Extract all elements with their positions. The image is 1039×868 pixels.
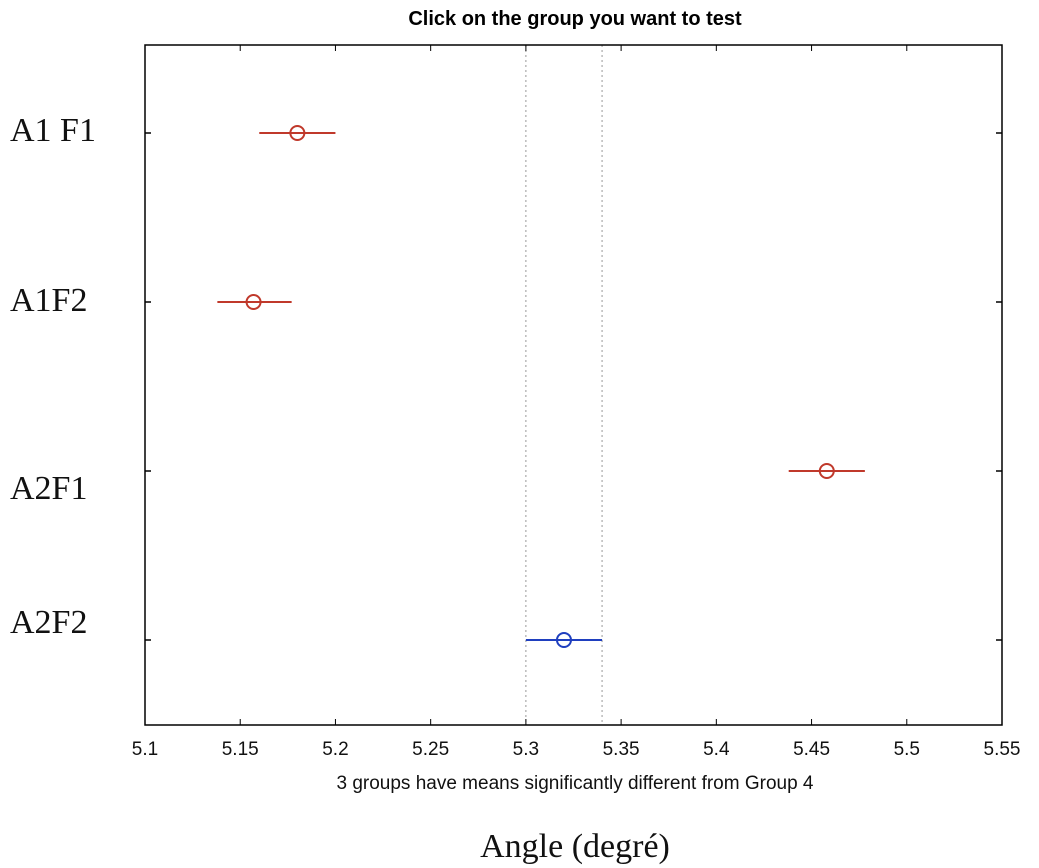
x-tick-label: 5.25 — [412, 739, 449, 760]
x-tick-label: 5.5 — [894, 739, 920, 760]
x-tick-label: 5.1 — [132, 739, 158, 760]
chart-title: Click on the group you want to test — [408, 8, 742, 30]
x-tick-label: 5.55 — [984, 739, 1021, 760]
x-tick-label: 5.4 — [703, 739, 730, 760]
x-tick-label: 5.3 — [513, 739, 539, 760]
group-label-3[interactable]: A2F1 — [10, 470, 88, 507]
x-axis-title: Angle (degré) — [480, 828, 670, 865]
x-tick-label: 5.2 — [322, 739, 348, 760]
mean-marker-2[interactable] — [245, 294, 262, 310]
mean-marker-3[interactable] — [818, 463, 835, 479]
mean-marker-4[interactable] — [555, 632, 572, 648]
group-label-1[interactable]: A1 F1 — [10, 112, 96, 149]
group-label-2[interactable]: A1F2 — [10, 282, 88, 319]
x-tick-label: 5.45 — [793, 739, 830, 760]
axes-box — [144, 44, 1003, 726]
mean-marker-1[interactable] — [289, 125, 306, 141]
x-tick-label: 5.15 — [222, 739, 259, 760]
significance-note: 3 groups have means significantly differ… — [336, 773, 814, 794]
group-label-4[interactable]: A2F2 — [10, 604, 88, 641]
x-tick-label: 5.35 — [603, 739, 640, 760]
